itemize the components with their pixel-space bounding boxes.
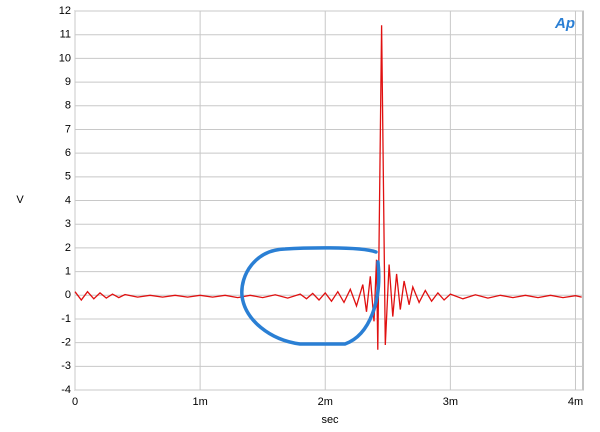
y-tick-label: 4 — [65, 194, 71, 206]
y-tick-label: -2 — [61, 337, 71, 349]
x-axis-label: sec — [321, 414, 339, 426]
y-tick-label: 9 — [65, 76, 71, 88]
x-tick-label: 4m — [568, 396, 583, 408]
y-tick-label: -1 — [61, 313, 71, 325]
x-tick-label: 1m — [192, 396, 207, 408]
y-tick-label: 1 — [65, 265, 71, 277]
y-tick-label: 8 — [65, 100, 71, 112]
y-tick-label: 3 — [65, 218, 71, 230]
y-tick-label: 5 — [65, 171, 71, 183]
lines — [74, 25, 582, 350]
x-tick-label: 2m — [318, 396, 333, 408]
y-tick-label: -3 — [61, 360, 71, 372]
y-tick-label: 12 — [59, 5, 71, 17]
x-tick-label: 3m — [443, 396, 458, 408]
y-tick-label: 7 — [65, 123, 71, 135]
y-tick-label: -4 — [61, 384, 71, 396]
x-tick-label: 0 — [72, 396, 78, 408]
y-tick-label: 6 — [65, 147, 71, 159]
series-line — [74, 25, 582, 350]
y-tick-label: 0 — [65, 289, 71, 301]
y-tick-label: 10 — [59, 52, 71, 64]
annotation-circle — [240, 246, 381, 346]
y-tick-label: 11 — [60, 29, 71, 41]
grid — [74, 10, 583, 391]
logo: Ap — [554, 15, 575, 32]
y-tick-label: 2 — [65, 242, 71, 254]
y-axis-label: V — [16, 194, 24, 206]
